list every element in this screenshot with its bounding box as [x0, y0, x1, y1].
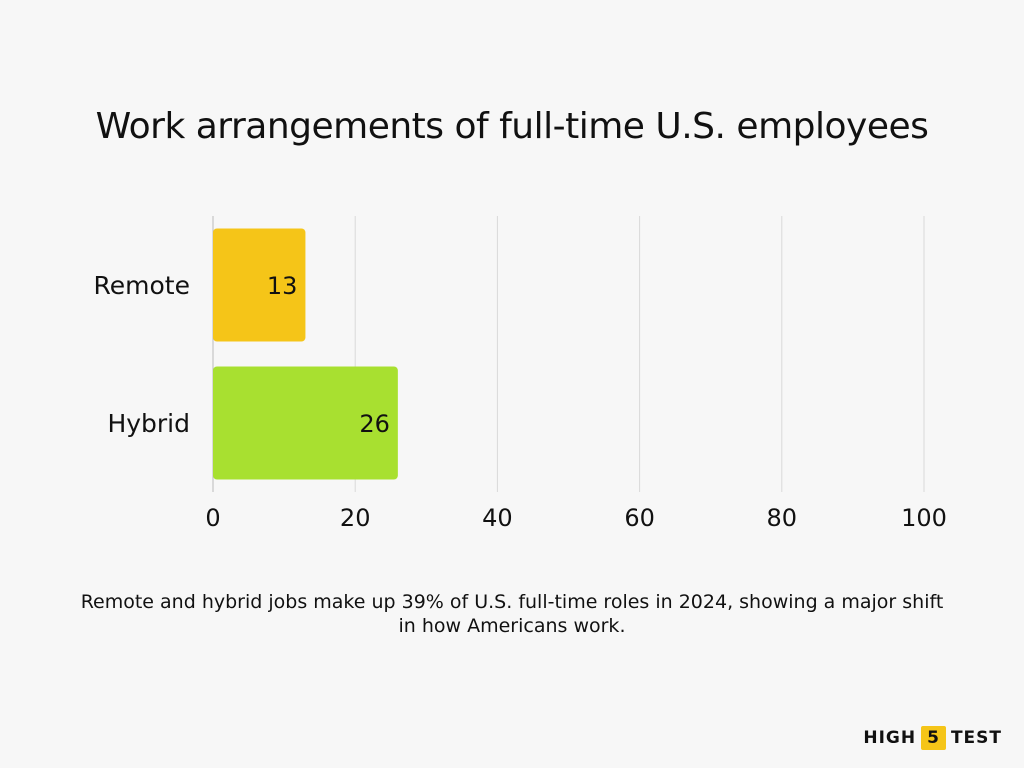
- logo-text-test: TEST: [950, 728, 1002, 748]
- x-tick-label: 0: [205, 504, 220, 532]
- logo-badge-five: 5: [921, 726, 946, 750]
- data-label: 26: [359, 410, 390, 438]
- x-tick-label: 80: [767, 504, 798, 532]
- category-label: Remote: [94, 271, 190, 300]
- data-label: 13: [267, 272, 298, 300]
- x-tick-label: 20: [340, 504, 371, 532]
- bar: [213, 228, 306, 342]
- bar-chart: 0 20 40 60 80 100 Remote 13 Hybrid 26: [94, 216, 947, 532]
- x-tick-label: 60: [624, 504, 655, 532]
- category-label: Hybrid: [107, 409, 190, 438]
- logo-text-high: HIGH: [863, 728, 917, 748]
- brand-logo: HIGH 5 TEST: [863, 726, 1002, 750]
- x-tick-label: 100: [901, 504, 947, 532]
- chart-title: Work arrangements of full-time U.S. empl…: [95, 106, 929, 147]
- x-tick-label: 40: [482, 504, 513, 532]
- chart-subtitle: Remote and hybrid jobs make up 39% of U.…: [80, 591, 944, 637]
- bar: [213, 366, 398, 480]
